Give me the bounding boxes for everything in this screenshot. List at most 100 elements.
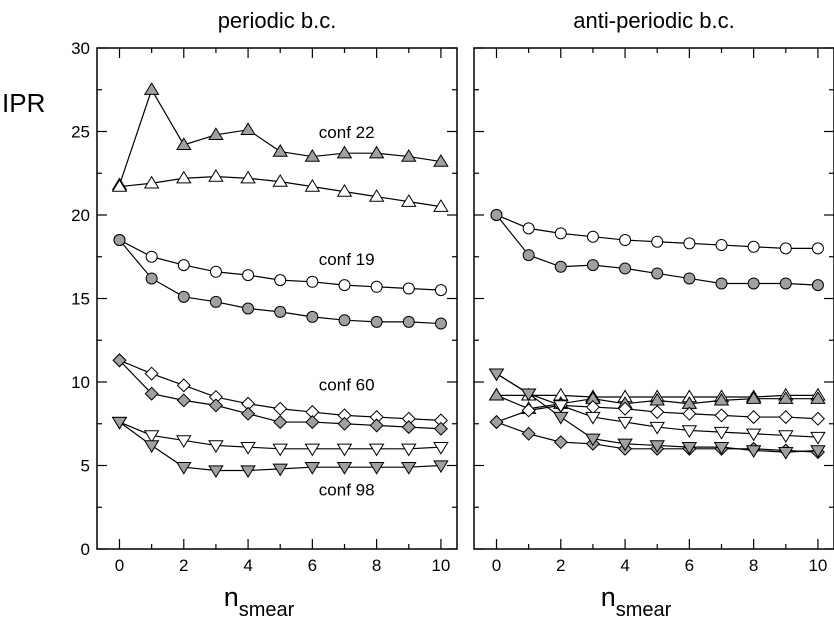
data-point <box>522 222 535 235</box>
data-point <box>745 391 762 404</box>
data-point <box>779 242 792 255</box>
panel-1: periodic b.c. 0 2 4 6 8 10 0 5 10 15 20 25 30 conf 22 c… <box>71 8 458 575</box>
data-point <box>617 438 633 452</box>
data-point <box>272 463 288 477</box>
data-point <box>274 274 287 287</box>
data-point <box>553 411 569 425</box>
plot-frame <box>96 47 458 550</box>
data-point <box>713 426 730 440</box>
panel-2: anti-periodic b.c. 0 2 4 6 8 10 <box>473 8 834 575</box>
data-point <box>338 279 351 292</box>
data-point <box>306 310 319 323</box>
data-point <box>209 265 222 278</box>
data-point <box>240 122 256 136</box>
series-1 <box>490 209 824 255</box>
data-point <box>745 428 762 442</box>
data-point <box>746 410 761 425</box>
data-point <box>778 410 793 425</box>
data-point <box>304 443 321 457</box>
data-point <box>176 461 192 475</box>
data-point <box>401 443 417 457</box>
data-point <box>272 174 288 187</box>
data-point <box>747 240 760 253</box>
data-point <box>176 137 192 151</box>
data-point <box>488 368 505 382</box>
data-point <box>208 465 224 479</box>
data-point <box>649 440 665 454</box>
annotation-label: conf 60 <box>319 375 375 394</box>
data-point <box>336 443 353 457</box>
data-point <box>143 82 160 95</box>
data-point <box>713 392 730 406</box>
series-4 <box>113 234 447 330</box>
y-tick-label: 5 <box>81 457 90 476</box>
data-point <box>273 401 288 416</box>
data-point <box>585 433 601 447</box>
data-point <box>176 170 192 184</box>
data-point <box>304 461 321 475</box>
plot-frame <box>473 47 834 550</box>
data-point <box>176 378 191 393</box>
data-point <box>554 227 567 240</box>
data-point <box>177 259 190 272</box>
x-axis-label: nsmear <box>224 582 295 621</box>
y-tick-label: 30 <box>71 39 90 58</box>
data-point <box>240 170 256 184</box>
data-point <box>433 460 449 474</box>
data-point <box>778 430 794 444</box>
annotation-label: conf 22 <box>319 123 375 142</box>
data-point <box>683 272 696 285</box>
data-point <box>336 461 353 475</box>
data-point <box>274 305 287 318</box>
data-point <box>649 421 665 435</box>
data-point <box>402 282 415 295</box>
data-point <box>683 237 696 250</box>
series-8 <box>111 416 449 479</box>
data-point <box>714 408 729 423</box>
data-point <box>681 425 698 438</box>
y-tick-label: 0 <box>81 540 90 559</box>
data-point <box>370 315 383 328</box>
data-point <box>368 461 385 475</box>
x-tick-label: 10 <box>431 556 450 575</box>
data-point <box>143 175 160 189</box>
data-point <box>618 401 633 416</box>
data-point <box>401 420 416 435</box>
x-tick-label: 8 <box>749 556 758 575</box>
data-point <box>111 416 128 430</box>
x-axis-label: nsmear <box>601 582 672 621</box>
series-6 <box>112 353 448 436</box>
x-tick-label: 2 <box>556 556 565 575</box>
data-point <box>242 302 255 315</box>
series-1 <box>111 82 449 191</box>
data-point <box>779 277 792 290</box>
data-point <box>810 411 825 426</box>
data-point <box>553 400 569 413</box>
data-point <box>144 386 159 401</box>
data-point <box>401 148 417 162</box>
data-point <box>240 441 256 455</box>
data-point <box>434 317 447 330</box>
data-point <box>145 250 158 263</box>
data-point <box>811 242 824 255</box>
data-point <box>715 277 728 290</box>
x-tick-label: 2 <box>179 556 188 575</box>
data-point <box>145 272 158 285</box>
data-point <box>488 387 505 401</box>
data-point <box>111 179 128 192</box>
data-point <box>272 443 288 457</box>
data-point <box>338 314 351 327</box>
data-point <box>433 153 449 167</box>
data-point <box>208 440 224 454</box>
data-point <box>336 145 353 159</box>
data-point <box>143 440 160 454</box>
data-point <box>209 295 222 308</box>
data-point <box>368 189 385 202</box>
data-point <box>554 260 567 273</box>
x-tick-label: 0 <box>115 556 124 575</box>
data-point <box>617 416 633 430</box>
series-3 <box>113 234 447 297</box>
x-tick-label: 8 <box>372 556 381 575</box>
data-point <box>113 234 126 247</box>
